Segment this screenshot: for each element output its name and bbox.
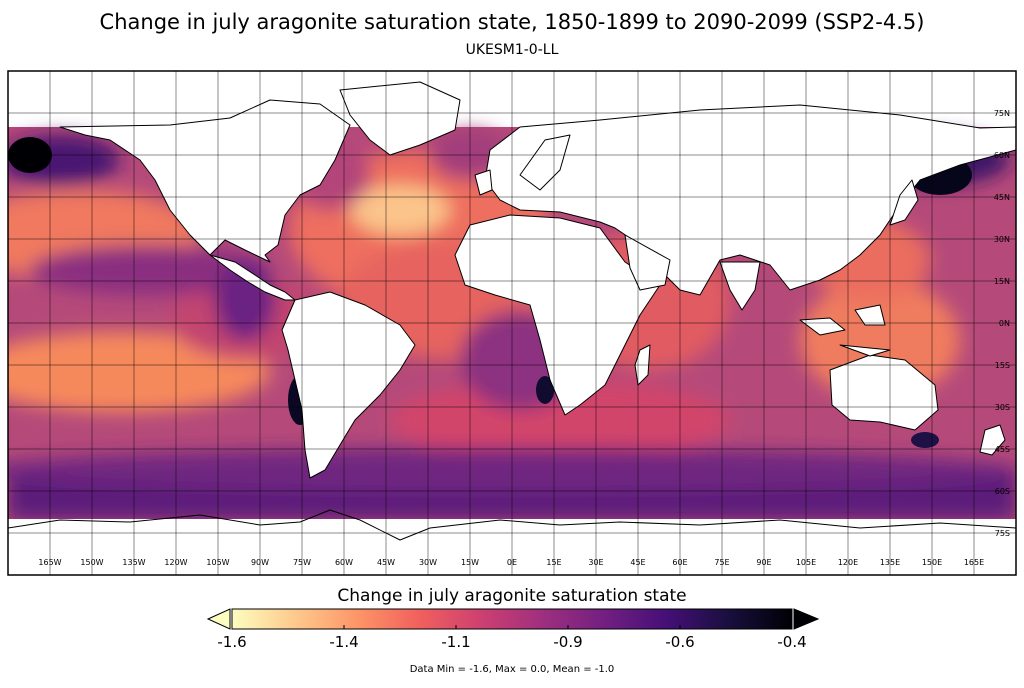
latitude-label: 0N <box>999 319 1010 328</box>
australia-land <box>829 354 939 431</box>
colorbar-tick-label: -0.6 <box>665 633 695 651</box>
colorbar-tick-label: -0.9 <box>553 633 583 651</box>
latitude-label: 60S <box>995 487 1010 496</box>
longitude-label: 150E <box>922 558 942 567</box>
longitude-label: 60W <box>335 558 353 567</box>
longitude-label: 135E <box>880 558 900 567</box>
map-title: Change in july aragonite saturation stat… <box>99 10 925 34</box>
eurasia-land <box>484 104 1016 296</box>
colorbar <box>206 608 820 630</box>
longitude-label: 45E <box>630 558 645 567</box>
longitude-label: 0E <box>507 558 517 567</box>
japan-land <box>889 179 919 226</box>
africa-land <box>454 214 661 416</box>
antarctica-land <box>8 519 1016 575</box>
map-subtitle: UKESM1-0-LL <box>465 42 559 58</box>
longitude-label: 90E <box>756 558 771 567</box>
longitude-label: 15W <box>461 558 479 567</box>
latitude-label: 30N <box>994 235 1010 244</box>
longitude-labels: 165W 150W 135W 120W 105W 90W 75W 60W 45W 30W 15W 0E… <box>38 558 984 567</box>
longitude-label: 120W <box>164 558 187 567</box>
longitude-label: 105W <box>206 558 229 567</box>
longitude-label: 30W <box>419 558 437 567</box>
latitude-label: 15S <box>995 361 1010 370</box>
new-zealand-land <box>979 424 1006 456</box>
british-isles-land <box>474 169 493 196</box>
longitude-label: 75W <box>293 558 311 567</box>
indonesia-land <box>799 304 891 357</box>
latitude-labels: 75N 60N 45N 30N 15N 0N 15S 30S 45S 60S 75S <box>994 109 1010 538</box>
south-america-land <box>281 291 416 479</box>
longitude-label: 135W <box>122 558 145 567</box>
longitude-label: 120E <box>838 558 858 567</box>
data-stats: Data Min = -1.6, Max = 0.0, Mean = -1.0 <box>409 664 615 675</box>
latitude-label: 75N <box>994 109 1010 118</box>
madagascar-land <box>634 344 651 386</box>
latitude-label: 45S <box>995 445 1010 454</box>
greenland-land <box>339 81 461 156</box>
india-land <box>719 261 761 311</box>
arabia-land <box>624 234 671 291</box>
latitude-label: 30S <box>995 403 1010 412</box>
colorbar-tick-label: -1.1 <box>441 633 471 651</box>
longitude-label: 165W <box>38 558 61 567</box>
longitude-label: 30E <box>588 558 603 567</box>
colorbar-over-arrow <box>793 608 820 630</box>
latitude-label: 45N <box>994 193 1010 202</box>
colorbar-tick-label: -0.4 <box>777 633 807 651</box>
longitude-label: 90W <box>251 558 269 567</box>
latitude-label: 75S <box>995 529 1010 538</box>
colorbar-tick-marks <box>231 625 793 629</box>
map-frame <box>7 70 1017 576</box>
longitude-label: 15E <box>546 558 561 567</box>
longitude-label: 105E <box>796 558 816 567</box>
colorbar-title: Change in july aragonite saturation stat… <box>337 586 687 606</box>
land-masses <box>8 81 1016 575</box>
colorbar-tick-label: -1.6 <box>217 633 247 651</box>
colorbar-gradient <box>231 608 793 630</box>
antarctica-coast <box>8 509 1016 541</box>
longitude-label: 60E <box>672 558 687 567</box>
longitude-label: 165E <box>964 558 984 567</box>
longitude-label: 45W <box>377 558 395 567</box>
scandinavia-land <box>519 134 571 191</box>
colorbar-tick-label: -1.4 <box>329 633 359 651</box>
north-america-land <box>59 99 351 263</box>
longitude-label: 150W <box>80 558 103 567</box>
colorbar-under-arrow <box>206 608 231 630</box>
latitude-label: 15N <box>994 277 1010 286</box>
longitude-label: 75E <box>714 558 729 567</box>
latitude-label: 60N <box>994 151 1010 160</box>
